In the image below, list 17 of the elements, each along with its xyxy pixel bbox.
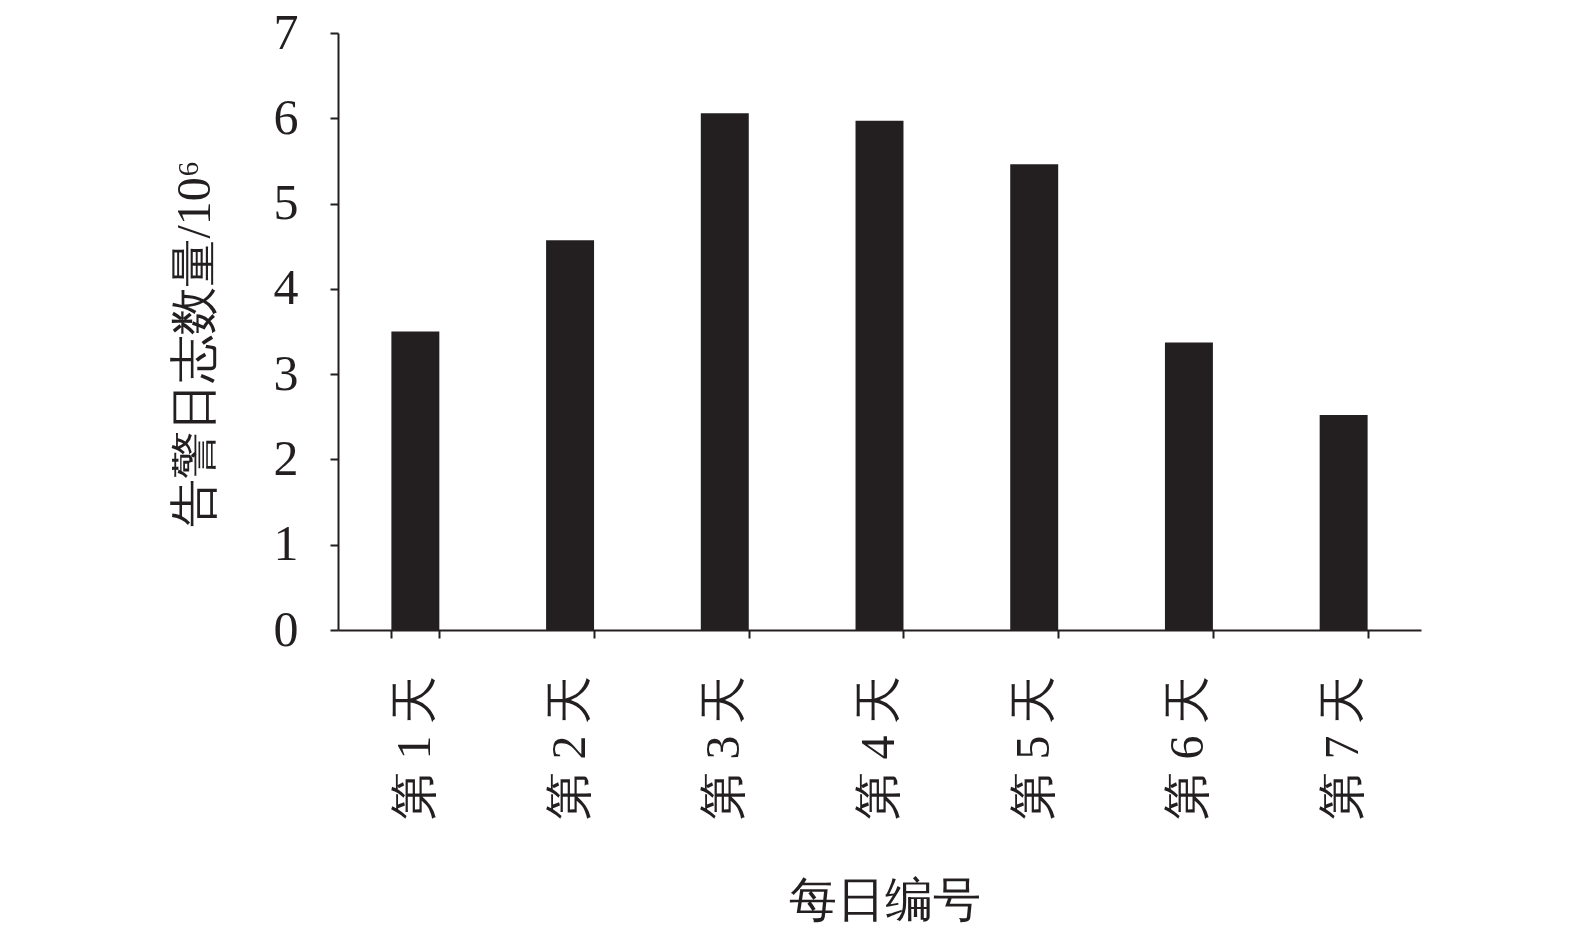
x-tick-label: 第 4 天 [851,675,904,820]
x-tick-label: 第 3 天 [696,675,750,820]
x-tick-label: 第 6 天 [1160,675,1214,820]
y-tick-label: 0 [273,600,299,657]
y-axis-title: 告警日志数量/10⁶ [166,160,220,527]
x-tick-label: 第 7 天 [1315,675,1369,820]
y-tick-label: 2 [273,429,299,486]
y-tick-label: 7 [273,3,299,60]
x-axis-title: 每日编号 [789,872,981,926]
x-tick-label: 第 5 天 [1005,675,1059,820]
x-tick-label: 第 1 天 [386,675,440,820]
y-tick-label: 5 [273,174,299,231]
y-tick-label: 6 [273,88,299,145]
y-tick-label: 1 [273,515,299,572]
y-tick-label: 4 [273,259,299,316]
x-tick-label: 第 2 天 [541,675,595,820]
y-tick-label: 3 [273,344,299,401]
